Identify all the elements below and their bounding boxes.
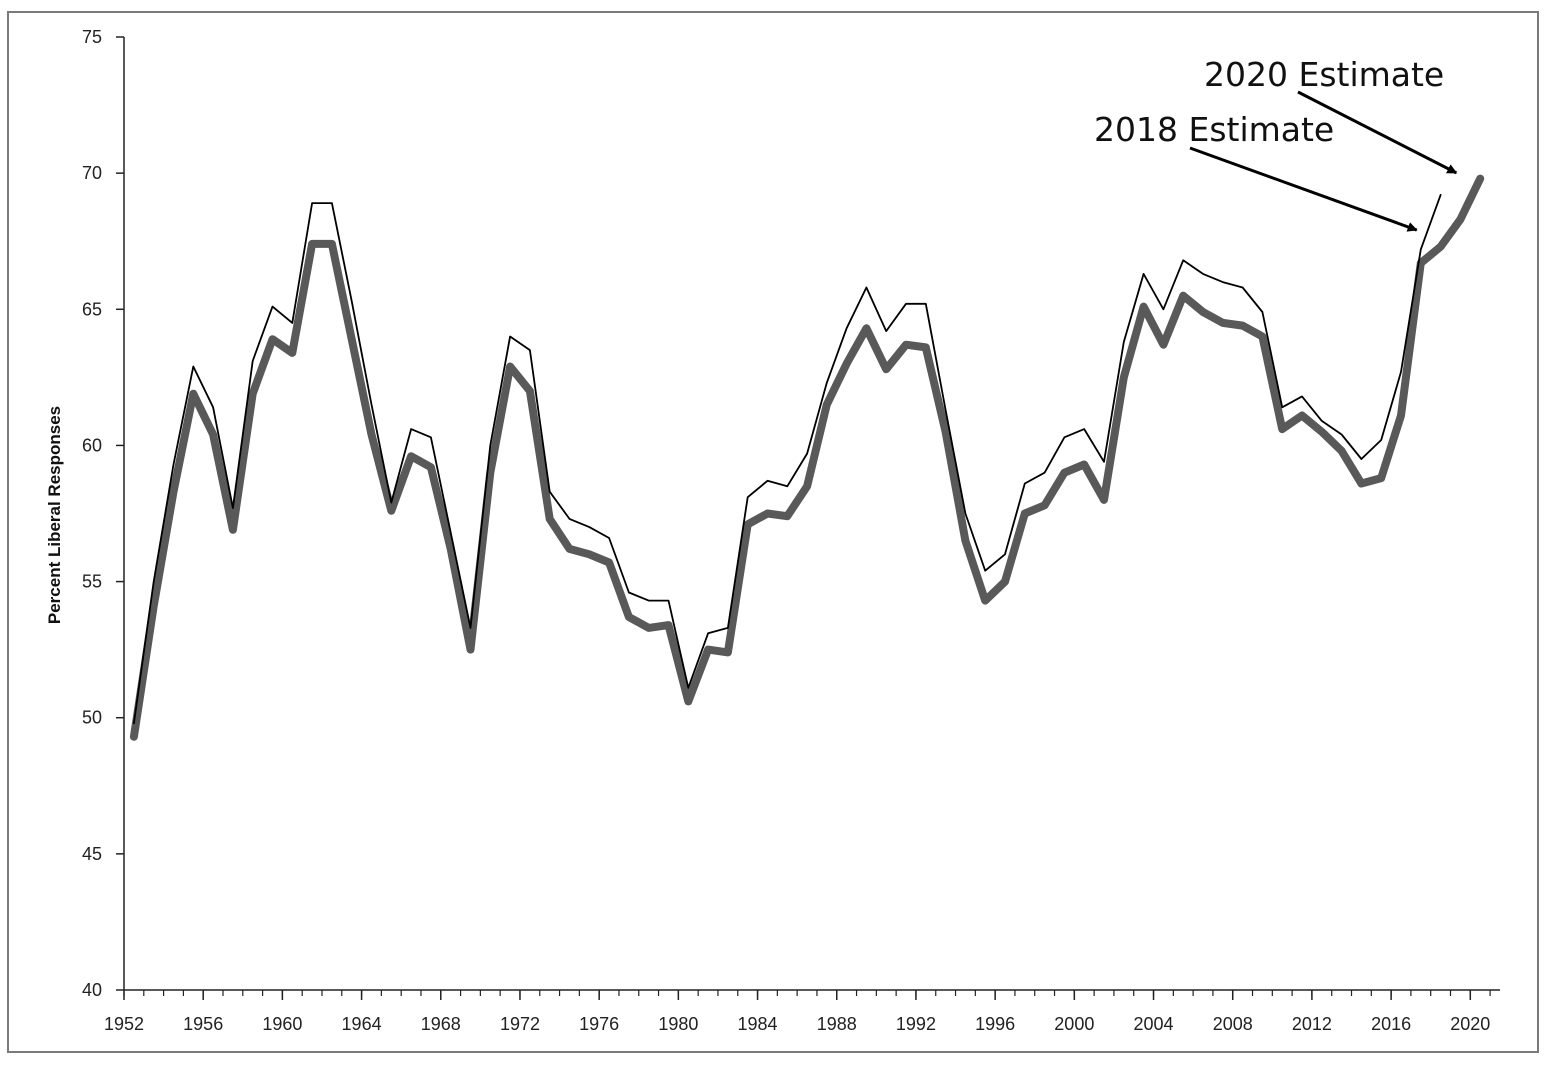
axes: 40 45 50 55 60 65 70 75 1952 1956 1960 1964 1968 1972… (82, 27, 1500, 1034)
series-line-thin (132, 193, 1442, 725)
x-tick-label: 1976 (579, 1014, 619, 1034)
y-tick-label: 45 (82, 844, 102, 864)
series-line-thick (129, 174, 1485, 741)
x-tick-label: 1956 (183, 1014, 223, 1034)
x-tick-label: 1964 (342, 1014, 382, 1034)
x-tick-label: 2000 (1054, 1014, 1094, 1034)
annotation-arrow (1189, 146, 1418, 232)
annotation-label: 2018 Estimate (1094, 110, 1334, 149)
x-tick-label: 1972 (500, 1014, 540, 1034)
x-tick-label: 2004 (1134, 1014, 1174, 1034)
y-tick-label: 50 (82, 708, 102, 728)
x-tick-label: 1960 (262, 1014, 302, 1034)
x-tick-label: 1952 (104, 1014, 144, 1034)
y-tick-label: 40 (82, 980, 102, 1000)
y-tick-label: 60 (82, 435, 102, 455)
series-layer (129, 174, 1485, 741)
x-tick-label: 1988 (817, 1014, 857, 1034)
y-tick-label: 70 (82, 163, 102, 183)
y-tick-label: 75 (82, 27, 102, 47)
annotation-label: 2020 Estimate (1204, 55, 1444, 94)
x-tick-label: 2008 (1213, 1014, 1253, 1034)
annotation-arrow (1297, 90, 1458, 175)
x-tick-label: 1984 (738, 1014, 778, 1034)
x-tick-label: 2012 (1292, 1014, 1332, 1034)
y-axis-label: Percent Liberal Responses (45, 406, 64, 624)
x-tick-label: 2020 (1450, 1014, 1490, 1034)
x-tick-label: 2016 (1371, 1014, 1411, 1034)
x-tick-label: 1980 (658, 1014, 698, 1034)
chart-frame (7, 11, 1539, 1053)
y-tick-label: 65 (82, 299, 102, 319)
x-tick-label: 1992 (896, 1014, 936, 1034)
x-tick-label: 1996 (975, 1014, 1015, 1034)
y-tick-label: 55 (82, 572, 102, 592)
annotation-layer: 2020 Estimate 2018 Estimate (1094, 55, 1458, 232)
x-tick-label: 1968 (421, 1014, 461, 1034)
